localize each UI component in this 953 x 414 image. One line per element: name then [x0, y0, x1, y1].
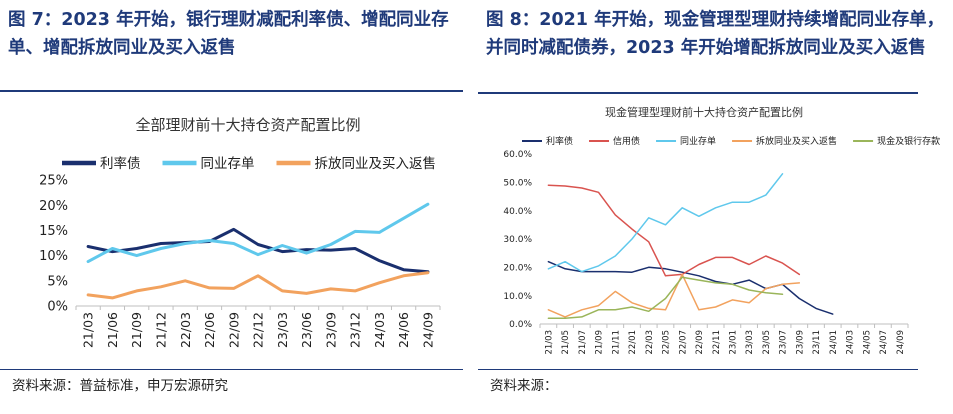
right-y-tick-label-0: 60.0%: [503, 150, 532, 160]
left-series-line-2: [86, 271, 430, 300]
right-x-tick-label-16: 23/11: [812, 330, 822, 355]
right-x-tick-label-21: 24/09: [896, 330, 906, 355]
right-y-tick-label-1: 50.0%: [503, 178, 532, 188]
left-legend-label-0: 利率债: [100, 155, 141, 172]
right-legend-item-1: 信用债: [589, 135, 640, 147]
right-x-tick-label-15: 23/09: [795, 330, 805, 355]
right-x-tick-label-12: 23/03: [745, 330, 755, 355]
right-legend-item-0: 利率债: [522, 135, 573, 147]
left-source-note: 资料来源：普益标准，申万宏源研究: [12, 378, 228, 394]
right-x-tick-label-1: 21/05: [561, 330, 571, 355]
right-source-rule: [478, 369, 918, 370]
right-series-line-0: [547, 260, 834, 315]
left-x-tick-label-10: 23/09: [323, 312, 338, 348]
right-series-line-4: [547, 276, 784, 320]
right-series-line-3: [547, 273, 801, 318]
left-x-tick-label-4: 22/03: [178, 312, 193, 348]
left-x-tick-label-0: 21/03: [81, 312, 96, 348]
right-x-tick-label-13: 23/05: [762, 330, 772, 355]
left-x-tick-label-1: 21/06: [105, 312, 120, 348]
right-x-tick-label-20: 24/07: [879, 330, 889, 355]
left-x-tick-label-9: 23/06: [299, 312, 314, 348]
left-x-tick-label-2: 21/09: [129, 312, 144, 348]
left-source-rule: [0, 369, 463, 370]
left-y-tick-label-5: 0%: [47, 300, 68, 315]
left-x-tick-label-13: 24/06: [396, 312, 411, 348]
right-legend-label-3: 拆放同业及买入返售: [756, 135, 837, 147]
right-legend-label-0: 利率债: [546, 135, 573, 147]
right-legend-item-3: 拆放同业及买入返售: [732, 135, 837, 147]
left-figure-title: 图 7：2023 年开始，银行理财减配利率债、增配同业存单、增配拆放同业及买入返…: [8, 10, 449, 58]
right-series-line-1: [547, 184, 801, 277]
left-legend-item-1: 同业存单: [162, 156, 255, 172]
right-title-rule: [478, 92, 918, 94]
left-title-rule: [0, 90, 463, 92]
right-x-tick-label-3: 21/09: [595, 330, 605, 355]
left-y-tick-label-3: 10%: [39, 249, 68, 264]
left-legend-label-1: 同业存单: [201, 156, 255, 172]
right-figure-title: 图 8：2021 年开始，现金管理型理财持续增配同业存单，并同时减配债券，202…: [486, 10, 945, 58]
left-figure-panel: 图 7：2023 年开始，银行理财减配利率债、增配同业存单、增配拆放同业及买入返…: [0, 0, 463, 414]
left-series-line-0: [86, 227, 430, 274]
right-x-tick-label-6: 22/03: [645, 330, 655, 355]
right-chart-title: 现金管理型理财前十大持仓资产配置比例: [605, 105, 803, 119]
right-x-tick-label-4: 21/11: [611, 330, 621, 355]
left-y-tick-label-2: 15%: [39, 224, 68, 239]
right-x-tick-label-7: 22/05: [662, 330, 672, 355]
right-x-tick-label-19: 24/05: [862, 330, 872, 355]
right-x-tick-label-0: 21/03: [545, 330, 555, 355]
right-y-tick-label-6: 0.0%: [509, 320, 532, 330]
right-y-tick-label-2: 40.0%: [503, 207, 532, 217]
left-x-tick-label-14: 24/09: [420, 312, 435, 348]
left-y-tick-label-4: 5%: [47, 274, 68, 289]
right-figure-panel: 图 8：2021 年开始，现金管理型理财持续增配同业存单，并同时减配债券，202…: [478, 0, 953, 414]
right-legend-item-4: 现金及银行存款: [853, 135, 940, 147]
left-x-tick-label-5: 22/06: [202, 312, 217, 348]
right-x-tick-label-2: 21/07: [578, 330, 588, 355]
right-x-tick-label-5: 22/01: [628, 330, 638, 355]
right-legend-item-2: 同业存单: [656, 135, 716, 147]
left-x-tick-label-11: 23/12: [348, 312, 363, 348]
right-x-tick-label-9: 22/09: [695, 330, 705, 355]
right-legend-label-4: 现金及银行存款: [877, 135, 940, 147]
left-series-line-1: [86, 202, 430, 264]
right-x-tick-label-17: 24/01: [829, 330, 839, 355]
left-x-tick-label-7: 22/12: [251, 312, 266, 348]
left-x-tick-label-8: 23/03: [275, 312, 290, 348]
left-x-tick-label-12: 24/03: [372, 312, 387, 348]
right-y-tick-label-5: 10.0%: [503, 292, 532, 302]
left-legend-item-0: 利率债: [62, 155, 141, 172]
right-y-tick-label-3: 30.0%: [503, 235, 532, 245]
right-x-tick-label-18: 24/03: [846, 330, 856, 355]
left-x-tick-label-6: 22/09: [226, 312, 241, 348]
right-x-tick-label-8: 22/07: [678, 330, 688, 355]
right-x-tick-label-11: 23/01: [729, 330, 739, 355]
right-legend-label-2: 同业存单: [680, 135, 716, 147]
left-y-tick-label-1: 20%: [39, 199, 68, 214]
right-source-note: 资料来源：: [490, 378, 558, 394]
right-x-tick-label-14: 23/07: [779, 330, 789, 355]
left-legend-item-2: 拆放同业及买入返售: [276, 156, 437, 172]
left-chart-title: 全部理财前十大持仓资产配置比例: [135, 116, 360, 134]
right-y-tick-label-4: 20.0%: [503, 263, 532, 273]
right-legend-label-1: 信用债: [613, 135, 640, 147]
right-x-tick-label-10: 22/11: [712, 330, 722, 355]
left-x-tick-label-3: 21/12: [153, 312, 168, 348]
left-legend-label-2: 拆放同业及买入返售: [315, 156, 437, 172]
right-series-line-2: [547, 173, 784, 273]
left-y-tick-label-0: 25%: [39, 174, 68, 189]
